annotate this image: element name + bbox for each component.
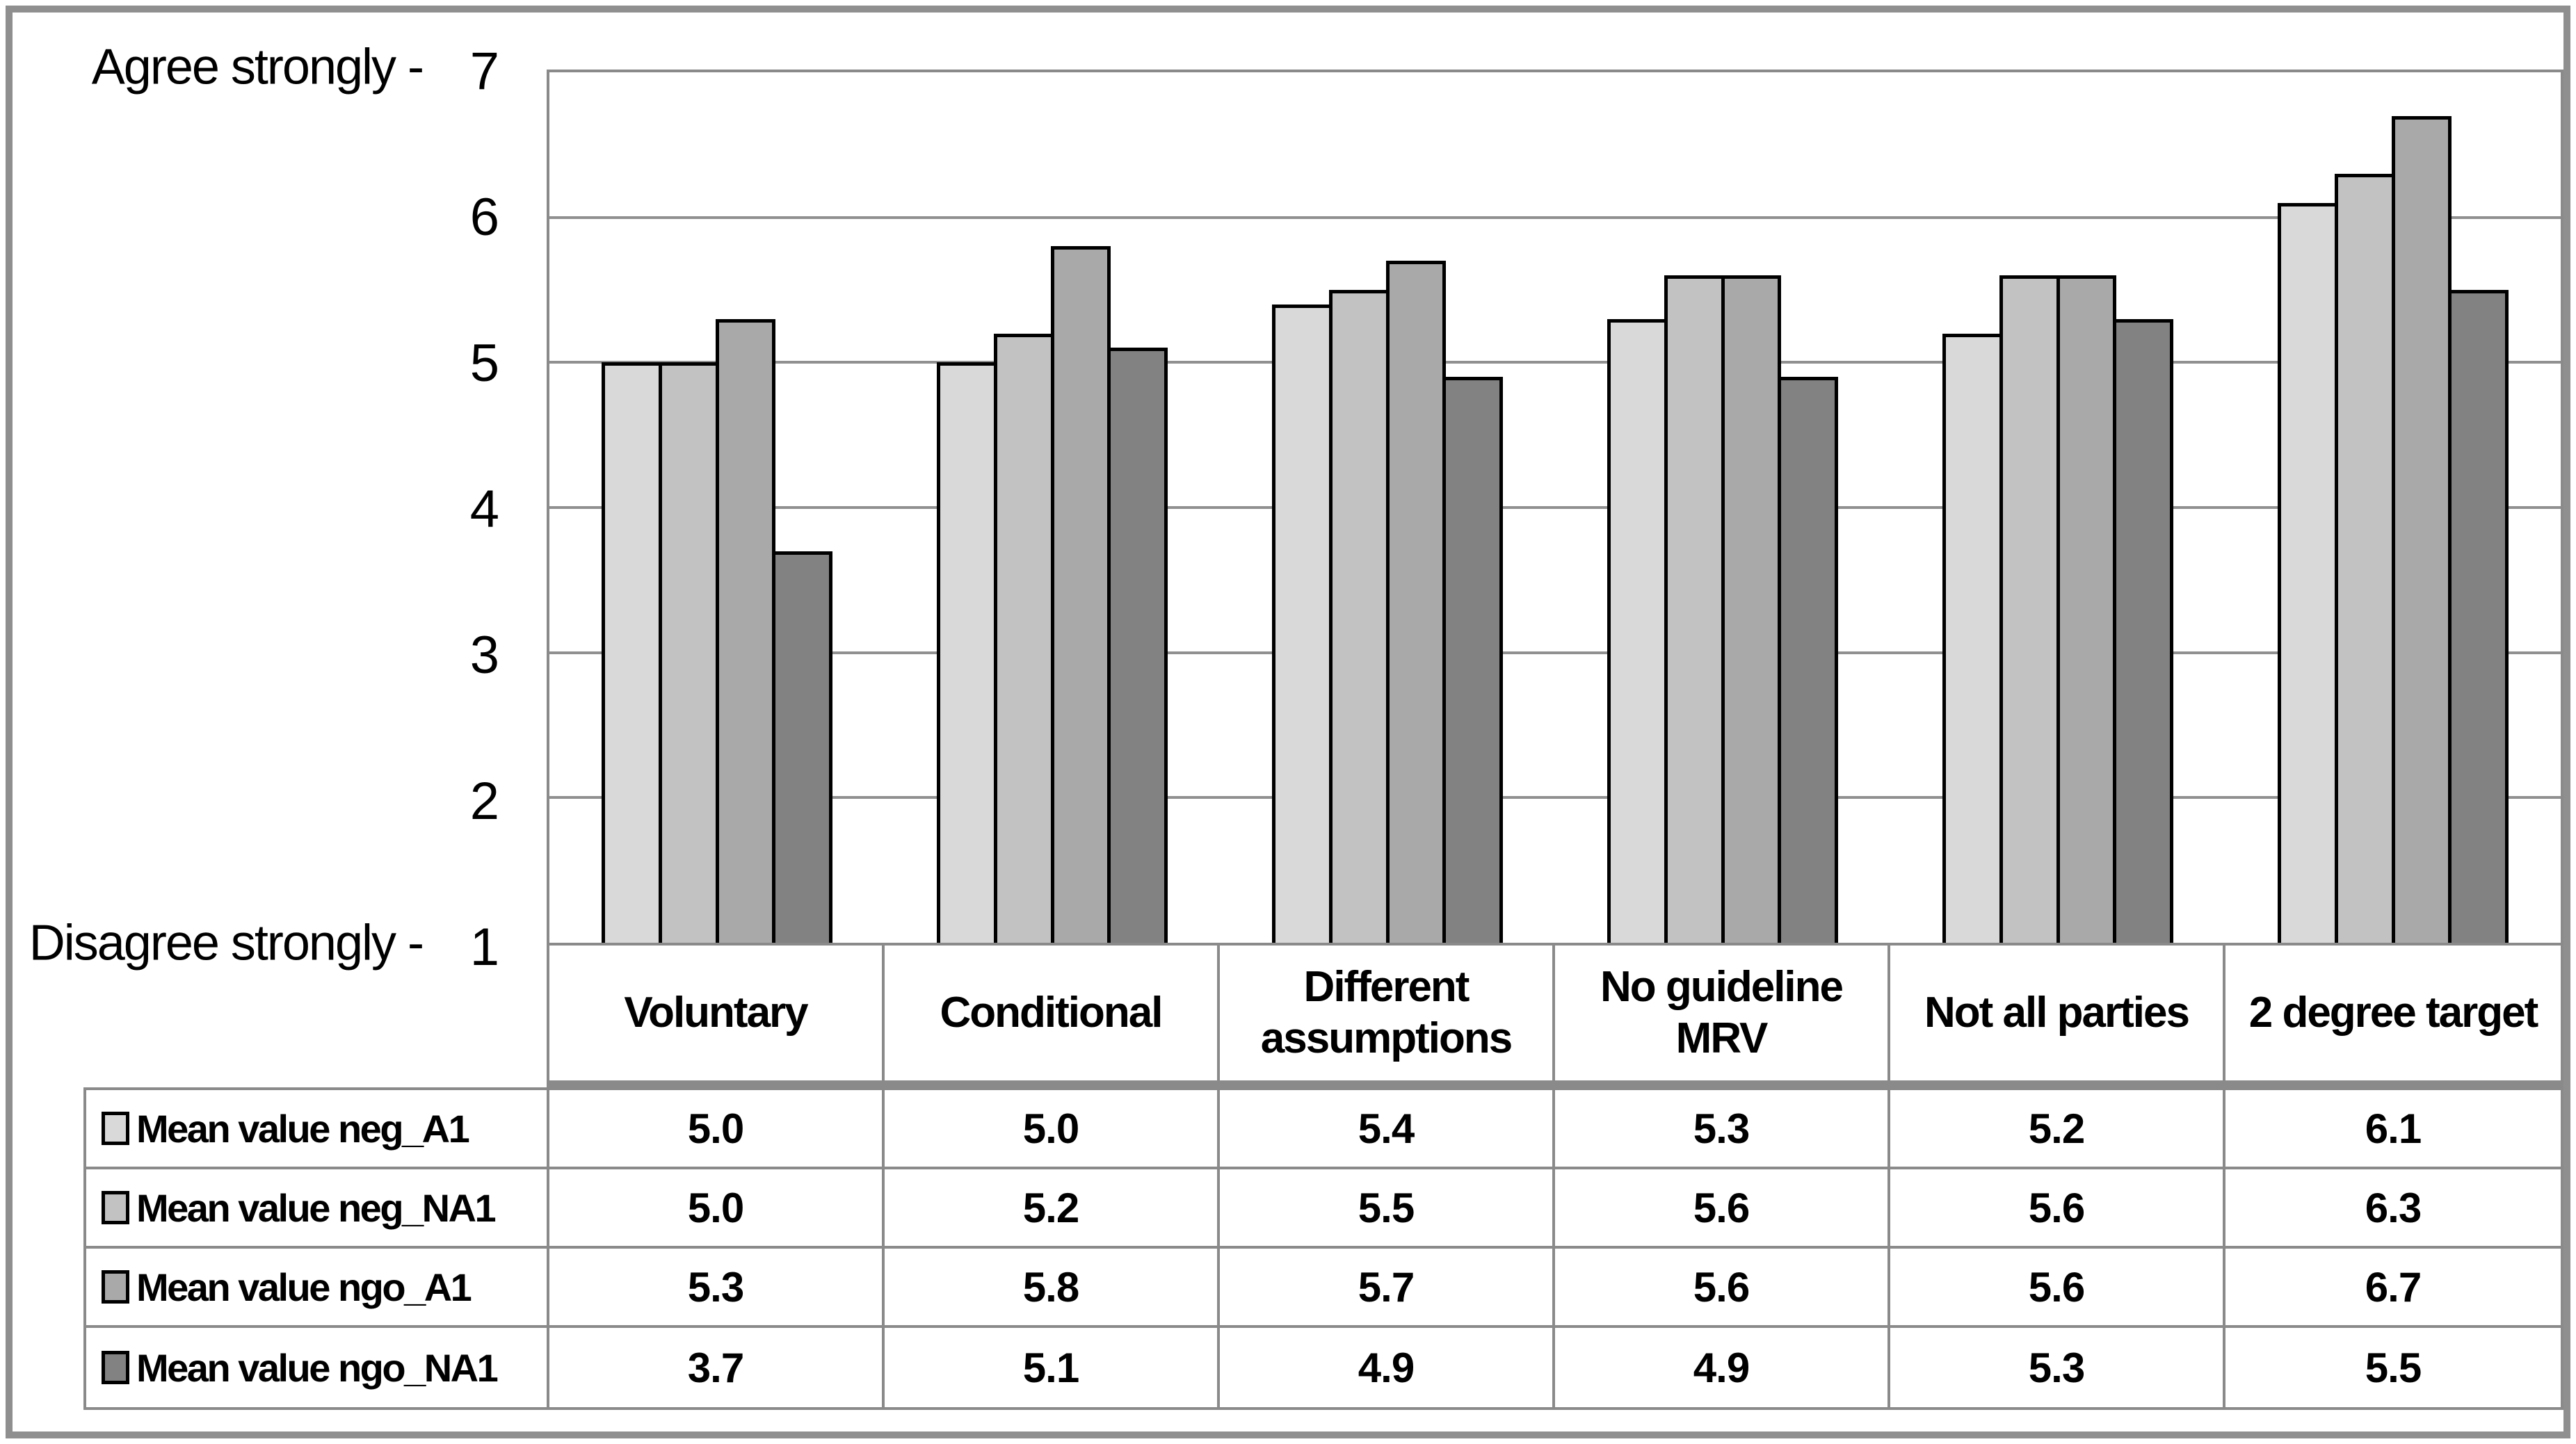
y-tick-6: 6 [469,188,499,248]
y-axis-bottom-caption: Disagree strongly - [29,915,424,971]
value-cell-mean-value-neg-na1-different-assumptions: 5.5 [1220,1169,1555,1249]
outer-frame [6,6,2570,1438]
category-header-row: Voluntary Conditional Different assumption… [547,946,2563,1087]
bar-group-different-assumptions [1220,72,1555,943]
legend-swatch-mean-value-neg-na1 [102,1191,129,1224]
bar-mean-value-neg-a1-2-degree-target [2278,202,2338,943]
bar-mean-value-neg-a1-different-assumptions [1272,304,1333,943]
bar-mean-value-neg-a1-conditional [937,362,997,943]
legend-label-mean-value-neg-na1: Mean value neg_NA1 [136,1185,497,1230]
y-tick-4: 4 [469,480,499,540]
value-cell-mean-value-ngo-a1-conditional: 5.8 [885,1249,1220,1328]
bar-mean-value-ngo-na1-no-guideline-mrv [1778,377,1838,943]
legend-swatch-mean-value-ngo-a1 [102,1270,129,1304]
y-tick-1: 1 [469,918,499,977]
legend-label-mean-value-neg-a1: Mean value neg_A1 [136,1106,470,1151]
gridline-2 [549,796,2561,800]
plot-area [547,70,2563,946]
value-cell-mean-value-neg-na1-not-all-parties: 5.6 [1890,1169,2225,1249]
value-cell-mean-value-ngo-a1-voluntary: 5.3 [549,1249,885,1328]
bar-group-not-all-parties [1890,72,2225,943]
value-cell-mean-value-neg-a1-different-assumptions: 5.4 [1220,1090,1555,1169]
gridline-6 [549,216,2561,219]
bar-mean-value-ngo-a1-different-assumptions [1385,261,1447,943]
col-header-conditional: Conditional [885,946,1220,1080]
bar-mean-value-ngo-na1-not-all-parties [2113,318,2173,943]
bar-mean-value-neg-na1-different-assumptions [1328,290,1390,943]
legend-label-mean-value-ngo-a1: Mean value ngo_A1 [136,1265,472,1309]
bar-mean-value-ngo-a1-conditional [1050,246,1111,943]
bar-group-no-guideline-mrv [1555,72,1890,943]
y-axis-ticks: 7 6 5 4 3 2 1 [0,45,499,974]
value-cell-mean-value-neg-na1-2-degree-target: 6.3 [2225,1169,2561,1249]
col-header-no-guideline-mrv: No guideline MRV [1555,946,1890,1080]
gridline-5 [549,361,2561,364]
value-cell-mean-value-ngo-na1-no-guideline-mrv: 4.9 [1555,1328,1890,1407]
bar-mean-value-neg-na1-no-guideline-mrv [1664,275,1725,943]
bar-mean-value-neg-a1-no-guideline-mrv [1607,318,1668,943]
legend-cell-mean-value-neg-a1: Mean value neg_A1 [86,1090,549,1169]
value-cell-mean-value-neg-na1-voluntary: 5.0 [549,1169,885,1249]
col-header-2-degree-target: 2 degree target [2248,988,2539,1037]
value-cell-mean-value-ngo-na1-not-all-parties: 5.3 [1890,1328,2225,1407]
gridline-3 [549,651,2561,654]
y-tick-3: 3 [469,626,499,686]
value-cell-mean-value-ngo-a1-not-all-parties: 5.6 [1890,1249,2225,1328]
bar-mean-value-neg-a1-not-all-parties [1942,333,2003,943]
value-cell-mean-value-ngo-a1-no-guideline-mrv: 5.6 [1555,1249,1890,1328]
bar-mean-value-ngo-na1-voluntary [772,551,832,943]
legend-cell-mean-value-ngo-a1: Mean value ngo_A1 [86,1249,549,1328]
value-cell-mean-value-neg-a1-no-guideline-mrv: 5.3 [1555,1090,1890,1169]
col-header-voluntary: Voluntary [549,946,885,1080]
value-cell-mean-value-neg-a1-voluntary: 5.0 [549,1090,885,1169]
value-cell-mean-value-ngo-a1-2-degree-target: 6.7 [2225,1249,2561,1328]
y-tick-7: 7 [469,42,499,102]
y-tick-2: 2 [469,772,499,831]
bar-mean-value-neg-na1-not-all-parties [1999,275,2060,943]
bar-mean-value-neg-na1-2-degree-target [2334,174,2395,943]
bar-mean-value-ngo-a1-2-degree-target [2391,115,2452,943]
gridline-4 [549,506,2561,509]
bar-groups-layer [549,72,2561,943]
legend-label-mean-value-ngo-na1: Mean value ngo_NA1 [136,1345,499,1390]
bar-mean-value-neg-na1-conditional [993,333,1054,943]
value-cell-mean-value-neg-a1-conditional: 5.0 [885,1090,1220,1169]
data-table: Mean value neg_A1 5.0 5.0 5.4 5.3 5.2 6.1 Mean … [83,1087,2563,1410]
bar-mean-value-ngo-a1-voluntary [715,318,776,943]
value-cell-mean-value-ngo-na1-voluntary: 3.7 [549,1328,885,1407]
value-cell-mean-value-neg-a1-2-degree-target: 6.1 [2225,1090,2561,1169]
bar-mean-value-ngo-a1-not-all-parties [2056,275,2117,943]
col-header-different-assumptions: Different assumptions [1220,946,1555,1080]
bar-mean-value-neg-na1-voluntary [658,362,719,943]
bar-mean-value-ngo-na1-conditional [1107,348,1168,943]
bar-group-conditional [885,72,1220,943]
bar-mean-value-neg-a1-voluntary [602,362,662,943]
gridlines-layer [549,72,2561,943]
value-cell-mean-value-ngo-na1-different-assumptions: 4.9 [1220,1328,1555,1407]
legend-swatch-mean-value-ngo-na1 [102,1351,129,1384]
legend-swatch-mean-value-neg-a1 [102,1112,129,1145]
value-cell-mean-value-ngo-na1-conditional: 5.1 [885,1328,1220,1407]
y-axis-captions: Agree strongly - Disagree strongly - [0,40,424,971]
value-cell-mean-value-ngo-na1-2-degree-target: 5.5 [2365,1344,2422,1391]
bar-mean-value-ngo-a1-no-guideline-mrv [1721,275,1782,943]
value-cell-mean-value-neg-na1-no-guideline-mrv: 5.6 [1555,1169,1890,1249]
bar-group-2-degree-target [2225,72,2561,943]
value-cell-mean-value-ngo-a1-different-assumptions: 5.7 [1220,1249,1555,1328]
bar-mean-value-ngo-na1-2-degree-target [2448,290,2509,943]
y-axis-top-caption: Agree strongly - [91,39,424,95]
y-tick-5: 5 [469,334,499,394]
value-cell-mean-value-neg-na1-conditional: 5.2 [885,1169,1220,1249]
bar-group-voluntary [549,72,885,943]
legend-cell-mean-value-ngo-na1: Mean value ngo_NA1 [86,1328,549,1407]
col-header-not-all-parties: Not all parties [1890,946,2225,1080]
value-cell-mean-value-neg-a1-not-all-parties: 5.2 [1890,1090,2225,1169]
bar-mean-value-ngo-na1-different-assumptions [1442,377,1503,943]
legend-cell-mean-value-neg-na1: Mean value neg_NA1 [86,1169,549,1249]
